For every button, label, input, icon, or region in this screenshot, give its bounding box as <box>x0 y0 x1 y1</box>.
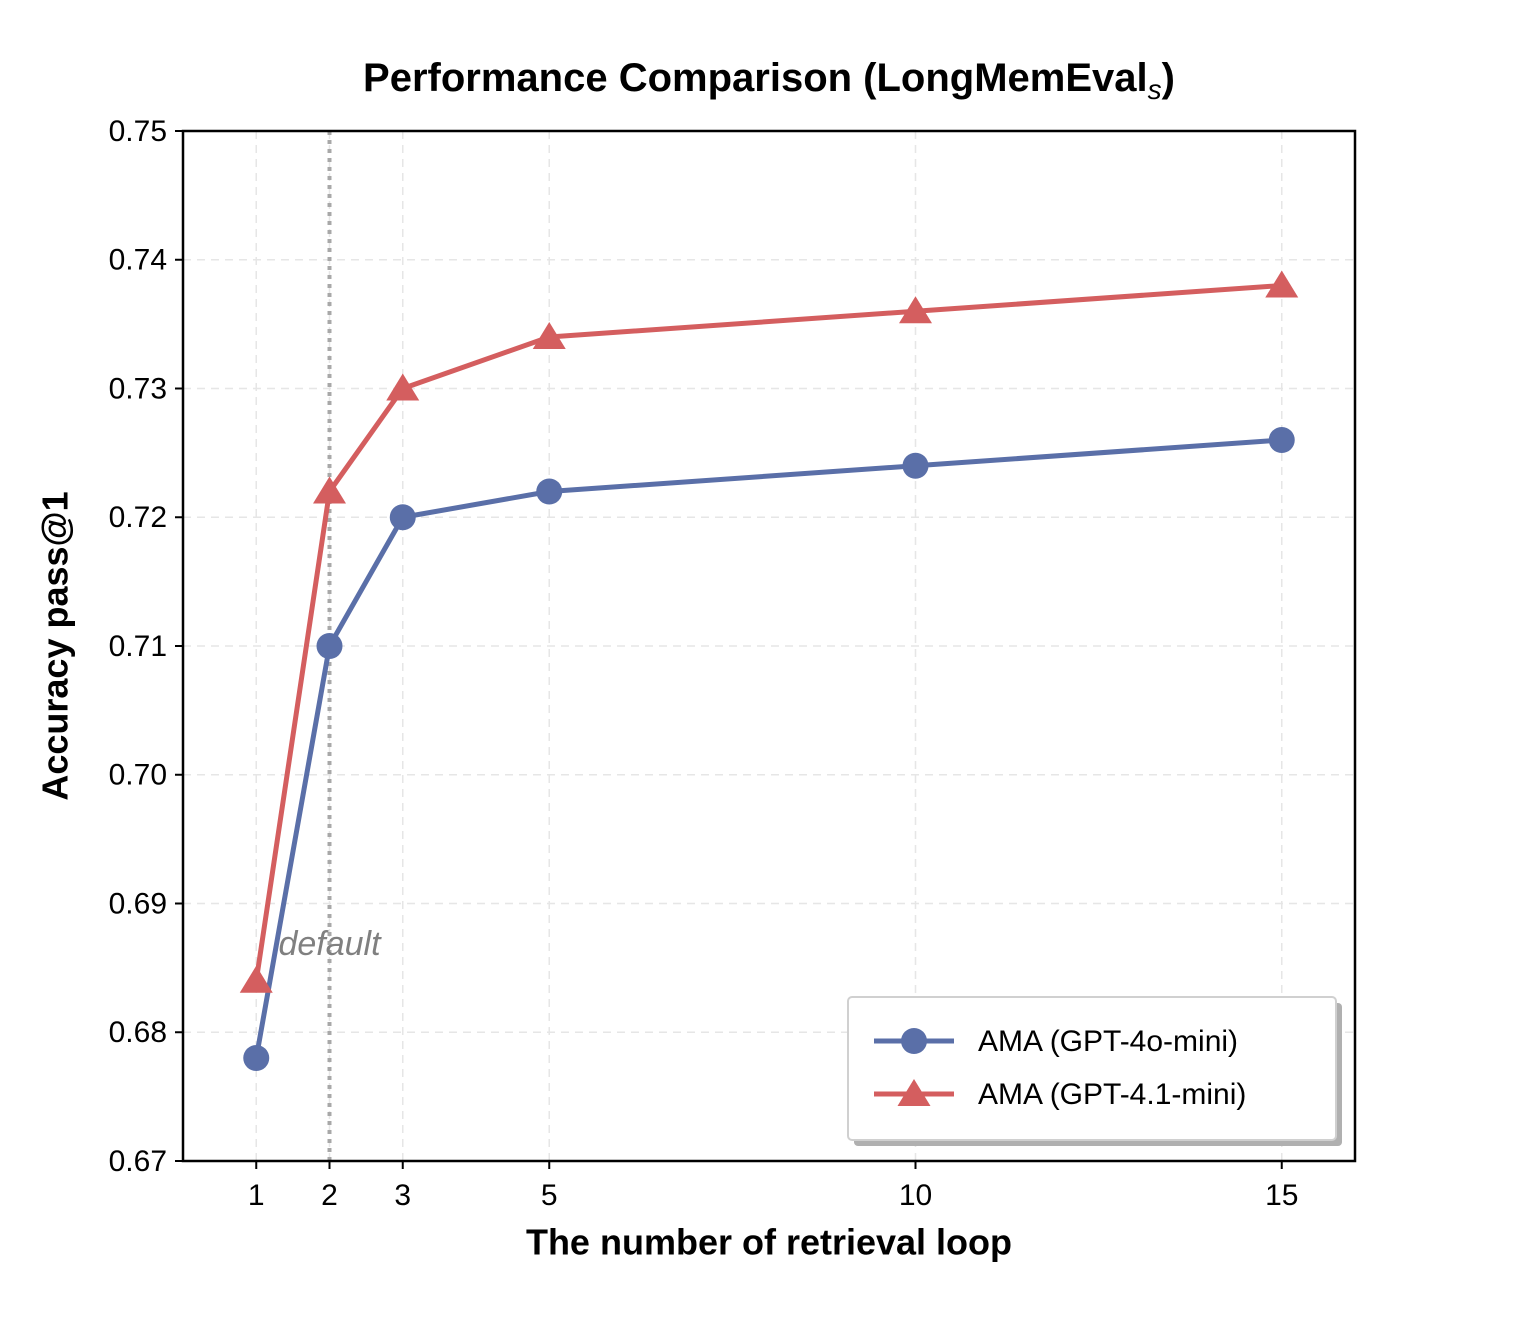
legend-box <box>847 996 1337 1141</box>
marker <box>389 504 416 531</box>
y-tick-label: 0.73 <box>109 372 167 405</box>
title-subscript: s <box>1148 74 1162 105</box>
legend-label: AMA (GPT-4.1-mini) <box>978 1078 1246 1111</box>
plot-frame <box>181 129 1357 1163</box>
marker <box>899 296 932 324</box>
y-tick-label: 0.69 <box>109 887 167 920</box>
legend-label: AMA (GPT-4o-mini) <box>978 1025 1238 1058</box>
y-tick-label: 0.75 <box>109 115 167 148</box>
title-main: Performance Comparison (LongMemEval <box>363 56 1148 100</box>
x-tick-label: 1 <box>248 1179 265 1212</box>
x-tick-label: 2 <box>321 1179 338 1212</box>
x-axis-label: The number of retrieval loop <box>526 1222 1012 1263</box>
series-line <box>253 437 1282 1059</box>
x-tick-label: 5 <box>541 1179 558 1212</box>
annotation: default <box>278 925 382 963</box>
chart-title: Performance Comparison (LongMemEvals) <box>363 56 1175 106</box>
marker <box>239 965 273 993</box>
x-tick-label: 3 <box>394 1179 411 1212</box>
y-tick-label: 0.71 <box>109 630 167 663</box>
y-tick-label: 0.74 <box>109 244 167 277</box>
x-tick-label: 10 <box>899 1179 932 1212</box>
y-tick-label: 0.68 <box>109 1016 167 1049</box>
y-axis-label: Accuracy pass@1 <box>35 491 76 800</box>
marker <box>313 476 346 504</box>
legend-marker <box>901 1028 927 1054</box>
x-tick-label: 15 <box>1265 1179 1298 1212</box>
marker <box>536 478 563 505</box>
marker <box>902 452 929 479</box>
marker <box>532 322 566 349</box>
series-line <box>253 283 1282 982</box>
y-tick-label: 0.72 <box>109 501 167 534</box>
marker <box>243 1045 270 1071</box>
title-end: ) <box>1162 56 1175 100</box>
marker <box>316 633 343 659</box>
legend-marker <box>897 1079 931 1106</box>
marker <box>1268 427 1295 453</box>
y-tick-label: 0.70 <box>109 759 167 792</box>
marker <box>386 373 420 401</box>
y-tick-label: 0.67 <box>109 1145 167 1178</box>
marker <box>1265 270 1299 298</box>
